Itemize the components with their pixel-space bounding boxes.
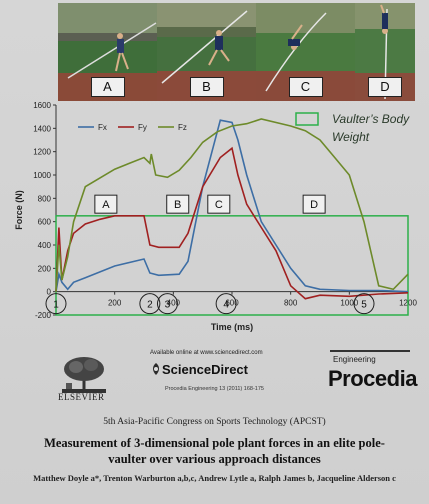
legend-label-fy: Fy: [138, 123, 147, 132]
x-tick-label: 600: [225, 299, 239, 308]
sciencedirect-icon: [153, 363, 159, 375]
y-tick-label: 1000: [33, 171, 51, 180]
photo-c: C: [256, 3, 355, 101]
y-tick-label: 1400: [33, 124, 51, 133]
x-tick-label: 800: [284, 299, 298, 308]
y-axis-label: Force (N): [14, 190, 24, 230]
y-tick-label: 800: [38, 194, 52, 203]
y-tick-label: 0: [47, 288, 52, 297]
photo-a: A: [58, 3, 157, 101]
force-chart: -200 0 200 400 600 800 1000 1200 1400 1600 200 400 6…: [14, 101, 417, 332]
phase-box-c: [207, 194, 231, 214]
phase-box-d: [302, 194, 326, 214]
annotation-line-1: Vaulter’s Body: [332, 112, 410, 126]
y-tick-label: 1600: [33, 101, 51, 110]
event-marker-label: 2: [147, 300, 153, 311]
procedia-logo: Procedia: [328, 366, 417, 391]
event-marker-label: 3: [165, 300, 171, 311]
body-weight-box: [55, 215, 409, 316]
y-tick-label: 1200: [33, 148, 51, 157]
procedia-bar-top: [330, 350, 410, 352]
procedia-engineering-label: Engineering: [333, 355, 376, 364]
paper-authors: Matthew Doyle a*, Trenton Warburton a,b,…: [33, 473, 396, 483]
photo-a-image: [58, 3, 157, 101]
event-marker-label: 4: [223, 300, 229, 311]
y-tick-label: 200: [38, 264, 52, 273]
phase-label-d: D: [310, 199, 318, 211]
elsevier-tree-logo: [62, 357, 106, 393]
event-marker-circle: [139, 293, 161, 315]
legend-label-fx: Fx: [98, 123, 107, 132]
procedia-reference: Procedia Engineering 13 (2011) 168-175: [165, 386, 264, 392]
photo-d-label: D: [368, 77, 402, 97]
elsevier-name: ELSEVIER: [58, 392, 105, 402]
photo-a-label: A: [90, 77, 125, 97]
series-line-fy: [55, 146, 409, 300]
y-tick-label: 600: [38, 218, 52, 227]
event-marker-circle: [45, 293, 67, 315]
x-axis-label: Time (ms): [211, 322, 253, 332]
available-online-text: Available online at www.sciencedirect.co…: [150, 350, 263, 356]
phase-label-b: B: [174, 199, 181, 211]
y-tick-label: 400: [38, 241, 52, 250]
legend-label-fz: Fz: [178, 123, 187, 132]
event-marker-label: 5: [361, 300, 367, 311]
photo-b: B: [157, 3, 256, 101]
paper-title: Measurement of 3-dimensional pole plant …: [44, 436, 385, 466]
event-marker-label: 1: [53, 300, 59, 311]
annotation-line-2: Weight: [332, 130, 370, 144]
phase-box-a: [94, 194, 118, 214]
photo-b-label: B: [189, 77, 224, 97]
x-tick-label: 1000: [340, 299, 358, 308]
congress-name: 5th Asia-Pacific Congress on Sports Tech…: [103, 417, 326, 427]
annotation-swatch: [295, 112, 319, 126]
event-marker-circle: [156, 293, 178, 315]
y-tick-label: -200: [35, 311, 52, 320]
photo-c-label: C: [288, 77, 323, 97]
sciencedirect-logo: ScienceDirect: [162, 362, 248, 377]
event-marker-circle: [215, 293, 237, 315]
x-tick-label: 200: [108, 299, 122, 308]
x-tick-label: 400: [167, 299, 181, 308]
phase-box-b: [166, 194, 190, 214]
series-line-fz: [55, 118, 409, 292]
phase-label-a: A: [102, 199, 110, 211]
photo-d: D: [355, 3, 415, 101]
phase-label-c: C: [215, 199, 223, 211]
event-marker-circle: [353, 293, 375, 315]
